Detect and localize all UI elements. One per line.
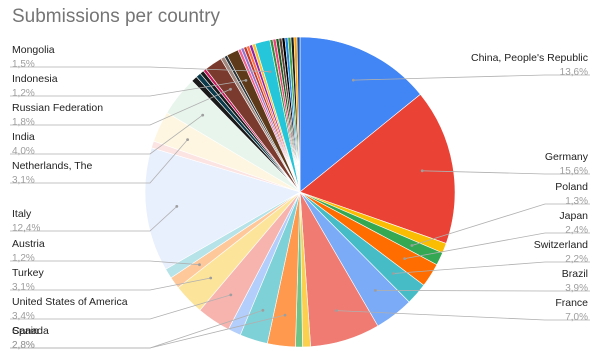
leader-dot-france — [334, 309, 338, 312]
slice-percent-turkey: 3,1% — [12, 282, 35, 293]
slice-label-china-people-s-republic: China, People's Republic — [471, 52, 588, 64]
slice-label-russian-federation: Russian Federation — [12, 102, 103, 114]
leader-dot-russian-federation — [229, 87, 232, 91]
leader-dot-indonesia — [244, 79, 248, 82]
slice-percent-mongolia: 1,5% — [12, 59, 35, 70]
leader-line-united-states-of-america — [10, 294, 231, 320]
leader-dot-germany — [420, 169, 424, 173]
slice-percent-japan: 2,4% — [565, 225, 588, 236]
slice-percent-china-people-s-republic: 13,6% — [560, 67, 588, 78]
pie-slice-germany — [299, 93, 456, 244]
leader-lines — [10, 66, 590, 349]
slice-percent-poland: 1,3% — [565, 196, 588, 207]
slice-label-canada: Canada — [12, 325, 49, 337]
leader-line-russian-federation — [10, 88, 231, 126]
leader-dot-turkey — [209, 276, 213, 280]
leader-dot-mongolia — [268, 70, 272, 74]
slice-label-indonesia: Indonesia — [12, 73, 58, 85]
leader-dot-switzerland — [392, 272, 395, 275]
slice-label-brazil: Brazil — [562, 268, 588, 280]
leader-dot-brazil — [374, 289, 377, 292]
slice-label-germany: Germany — [545, 151, 589, 163]
leader-dot-japan — [403, 257, 406, 260]
leader-line-brazil — [375, 289, 590, 292]
slice-percent-indonesia: 1,2% — [12, 88, 35, 99]
slice-label-spain: Spain — [12, 325, 39, 337]
leader-line-austria — [10, 260, 200, 266]
slice-percent-spain: 2,8% — [12, 340, 35, 351]
slice-label-france: France — [555, 297, 588, 309]
leader-line-france — [336, 310, 590, 321]
leader-line-indonesia — [10, 80, 246, 97]
leader-line-india — [10, 114, 203, 155]
leader-line-turkey — [10, 277, 211, 291]
slice-label-japan: Japan — [559, 210, 588, 222]
slice-percent-russian-federation: 1,8% — [12, 117, 35, 128]
leader-dot-china-people-s-republic — [351, 78, 355, 82]
slice-label-turkey: Turkey — [12, 267, 44, 279]
leader-line-germany — [422, 170, 590, 175]
slice-percent-austria: 1,2% — [12, 253, 35, 264]
leader-line-netherlands-the — [10, 139, 188, 184]
slice-label-austria: Austria — [12, 238, 45, 250]
slice-percent-italy: 12,4% — [12, 223, 40, 234]
leader-dot-spain — [283, 313, 287, 317]
leader-dot-united-states-of-america — [229, 293, 233, 297]
slice-percent-india: 4,0% — [12, 146, 35, 157]
leader-dot-india — [201, 113, 205, 117]
slice-percent-brazil: 3,9% — [565, 283, 588, 294]
leader-dot-poland — [410, 244, 414, 247]
leader-line-poland — [411, 203, 590, 246]
leader-line-mongolia — [10, 66, 270, 73]
slice-percent-switzerland: 2,2% — [565, 254, 588, 265]
slice-label-switzerland: Switzerland — [534, 239, 588, 251]
leader-line-china-people-s-republic — [353, 74, 590, 81]
leader-dot-netherlands-the — [186, 138, 190, 142]
pie-slice-china-people-s-republic — [299, 36, 421, 193]
leader-line-switzerland — [393, 261, 590, 274]
leader-dot-italy — [175, 205, 179, 208]
leader-line-italy — [10, 206, 178, 232]
pie-slices — [144, 36, 456, 348]
slice-percent-netherlands-the: 3,1% — [12, 175, 35, 186]
chart-title: Submissions per country — [12, 6, 221, 27]
slice-percent-canada: 2,8% — [12, 340, 35, 351]
slice-percent-germany: 15,6% — [560, 166, 588, 177]
slice-label-netherlands-the: Netherlands, The — [12, 160, 93, 172]
slice-label-italy: Italy — [12, 208, 32, 220]
pie-slice-45 — [296, 36, 301, 193]
leader-dot-canada — [261, 308, 265, 312]
slice-label-india: India — [12, 131, 35, 143]
slice-percent-france: 7,0% — [565, 312, 588, 323]
leader-line-japan — [404, 232, 590, 259]
slice-label-united-states-of-america: United States of America — [12, 296, 128, 308]
slice-label-poland: Poland — [555, 181, 588, 193]
slice-labels: China, People's Republic 13,6% Germany 15,6… — [12, 44, 589, 351]
leader-line-spain — [10, 314, 286, 349]
leader-dot-austria — [198, 263, 201, 267]
slice-label-mongolia: Mongolia — [12, 44, 55, 56]
slice-percent-united-states-of-america: 3,4% — [12, 311, 35, 322]
